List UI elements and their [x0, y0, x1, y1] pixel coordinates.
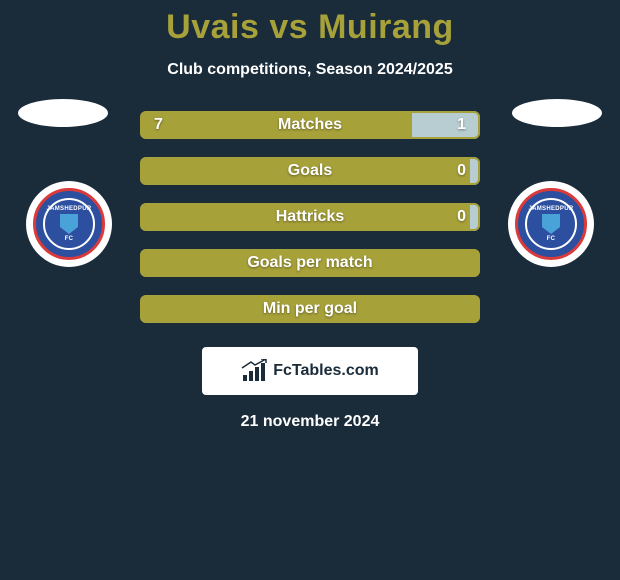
brand-text: FcTables.com — [273, 362, 379, 380]
brand-chart-icon — [241, 361, 267, 381]
date-label: 21 november 2024 — [0, 413, 620, 431]
stat-bar-label: Matches — [140, 116, 480, 134]
stat-bar: Min per goal — [140, 295, 480, 323]
stat-bar-right-value: 1 — [457, 116, 466, 134]
stat-bar: Matches7 1 — [140, 111, 480, 139]
comparison-area: Matches71Goals0Hattricks0Goals per match… — [0, 111, 620, 323]
stat-bars: Matches71Goals0Hattricks0Goals per match… — [140, 111, 480, 323]
player-right-disc — [512, 99, 602, 127]
stat-bar-right-value: 0 — [457, 162, 466, 180]
stat-bar-right-value: 0 — [457, 208, 466, 226]
club-crest-icon: JAMSHEDPUR FC — [515, 188, 587, 260]
stat-bar-label: Goals per match — [140, 254, 480, 272]
player-left-avatar: JAMSHEDPUR FC — [26, 181, 112, 267]
stat-bar: Goals0 — [140, 157, 480, 185]
brand-badge: FcTables.com — [202, 347, 418, 395]
club-crest-icon: JAMSHEDPUR FC — [33, 188, 105, 260]
stat-bar: Hattricks0 — [140, 203, 480, 231]
subtitle: Club competitions, Season 2024/2025 — [0, 61, 620, 79]
stat-bar-label: Goals — [140, 162, 480, 180]
player-right-avatar: JAMSHEDPUR FC — [508, 181, 594, 267]
page-title: Uvais vs Muirang — [0, 0, 620, 47]
stat-bar: Goals per match — [140, 249, 480, 277]
stat-bar-label: Min per goal — [140, 300, 480, 318]
player-left-disc — [18, 99, 108, 127]
stat-bar-label: Hattricks — [140, 208, 480, 226]
stat-bar-left-value: 7 — [154, 116, 163, 134]
